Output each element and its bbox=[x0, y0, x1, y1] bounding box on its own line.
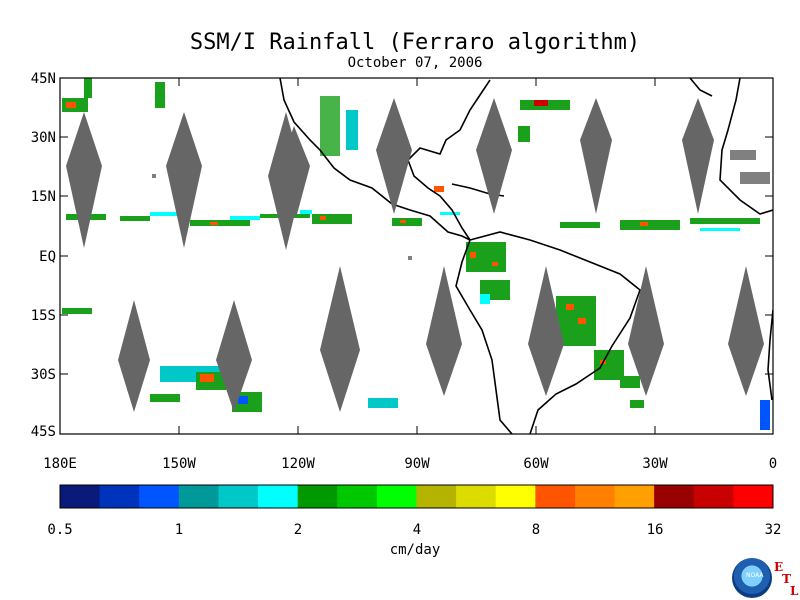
colorbar-swatch bbox=[218, 485, 259, 508]
colorbar-tick-label: 32 bbox=[764, 522, 782, 538]
data-gap-swaths bbox=[66, 98, 764, 412]
etl-letter: L bbox=[790, 584, 799, 598]
map-date: October 07, 2006 bbox=[347, 55, 483, 71]
colorbar-swatch bbox=[456, 485, 497, 508]
colorbar-swatch bbox=[416, 485, 457, 508]
noaa-logo-icon bbox=[732, 558, 772, 598]
colorbar-swatch bbox=[178, 485, 219, 508]
colorbar-swatch bbox=[733, 485, 774, 508]
colorbar-swatch bbox=[654, 485, 695, 508]
colorbar-swatch bbox=[376, 485, 417, 508]
colorbar-swatch bbox=[99, 485, 140, 508]
etl-letter: T bbox=[782, 572, 791, 586]
colorbar-tick-label: 16 bbox=[646, 522, 664, 538]
colorbar-swatch bbox=[337, 485, 378, 508]
colorbar-swatch bbox=[297, 485, 338, 508]
colorbar-tick-label: 0.5 bbox=[47, 522, 73, 538]
colorbar-units: cm/day bbox=[389, 542, 441, 558]
etl-letter: E bbox=[774, 560, 784, 574]
colorbar-swatch bbox=[60, 485, 101, 508]
longitude-labels: 180E 150W 120W 90W 60W 30W 0 bbox=[43, 456, 777, 472]
map-title: SSM/I Rainfall (Ferraro algorithm) bbox=[189, 30, 641, 55]
colorbar-tick-label: 2 bbox=[293, 522, 303, 538]
lon-label: 90W bbox=[404, 456, 430, 472]
lon-label: 150W bbox=[162, 456, 196, 472]
colorbar-swatch bbox=[139, 485, 180, 508]
island-features bbox=[152, 150, 770, 260]
coastlines bbox=[279, 78, 773, 434]
lat-label: 30N bbox=[31, 130, 56, 146]
lon-label: 180E bbox=[43, 456, 77, 472]
lon-label: 0 bbox=[769, 456, 777, 472]
lat-label: 45S bbox=[31, 424, 56, 440]
colorbar-swatch bbox=[535, 485, 576, 508]
colorbar-tick-label: 8 bbox=[531, 522, 541, 538]
lon-label: 120W bbox=[281, 456, 315, 472]
lat-label: EQ bbox=[39, 249, 56, 265]
colorbar bbox=[60, 485, 774, 508]
lat-label: 45N bbox=[31, 71, 56, 87]
latitude-labels: 45N 30N 15N EQ 15S 30S 45S bbox=[31, 71, 56, 440]
colorbar-swatch bbox=[693, 485, 734, 508]
lat-label: 30S bbox=[31, 367, 56, 383]
colorbar-swatch bbox=[495, 485, 536, 508]
colorbar-frame bbox=[59, 484, 774, 509]
colorbar-swatch bbox=[574, 485, 616, 508]
colorbar-tick-label: 1 bbox=[174, 522, 184, 538]
lon-label: 30W bbox=[642, 456, 668, 472]
lon-label: 60W bbox=[523, 456, 549, 472]
lat-label: 15S bbox=[31, 308, 56, 324]
logo-agency-text: NOAA bbox=[746, 572, 764, 579]
colorbar-swatch bbox=[614, 485, 655, 508]
lat-label: 15N bbox=[31, 189, 56, 205]
rainfall-field bbox=[62, 78, 770, 430]
colorbar-tick-label: 4 bbox=[412, 522, 422, 538]
colorbar-swatch bbox=[258, 485, 299, 508]
